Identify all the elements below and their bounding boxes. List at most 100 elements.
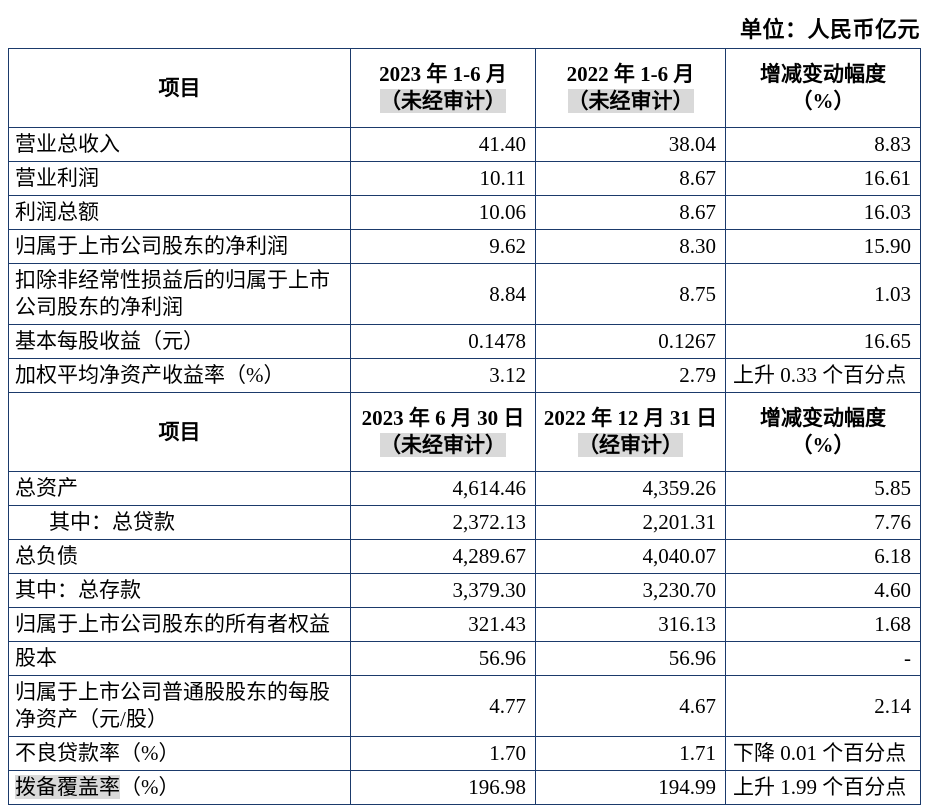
change-unit-label: （%） [791,89,855,113]
audit-status-highlight: （未经审计） [380,89,506,113]
column-header-prior-period: 2022 年 1-6 月 （未经审计） [535,48,726,128]
table-row: 营业总收入 41.40 38.04 8.83 [8,127,921,162]
change-value: 5.85 [725,471,921,506]
column-header-item: 项目 [8,48,351,128]
current-value: 41.40 [350,127,536,162]
column-header-prior-date: 2022 年 12 月 31 日 （经审计） [535,392,726,472]
row-label-rest: （%） [120,775,180,799]
period-label: 2023 年 1-6 月 [379,62,507,86]
current-value: 9.62 [350,229,536,264]
prior-value: 8.75 [535,263,726,325]
prior-value: 56.96 [535,641,726,676]
current-value: 2,372.13 [350,505,536,540]
row-label: 不良贷款率（%） [8,736,351,771]
current-value: 1.70 [350,736,536,771]
change-value: 7.76 [725,505,921,540]
table-row: 加权平均净资产收益率（%） 3.12 2.79 上升 0.33 个百分点 [8,358,921,393]
audit-status-highlight: （未经审计） [380,433,506,457]
change-value: 16.03 [725,195,921,230]
prior-value: 38.04 [535,127,726,162]
table-row: 基本每股收益（元） 0.1478 0.1267 16.65 [8,324,921,359]
change-value: 上升 1.99 个百分点 [725,770,921,805]
column-header-current-date: 2023 年 6 月 30 日 （未经审计） [350,392,536,472]
change-value: 15.90 [725,229,921,264]
current-value: 10.06 [350,195,536,230]
current-value: 3.12 [350,358,536,393]
current-value: 321.43 [350,607,536,642]
prior-value: 4,359.26 [535,471,726,506]
current-value: 196.98 [350,770,536,805]
row-label: 加权平均净资产收益率（%） [8,358,351,393]
current-value: 8.84 [350,263,536,325]
row-label: 扣除非经常性损益后的归属于上市公司股东的净利润 [8,263,351,325]
change-value: 2.14 [725,675,921,737]
current-value: 56.96 [350,641,536,676]
row-label: 总负债 [8,539,351,574]
column-header-current-period: 2023 年 1-6 月 （未经审计） [350,48,536,128]
change-value: - [725,641,921,676]
row-label: 归属于上市公司股东的所有者权益 [8,607,351,642]
financial-summary-table: 项目 2023 年 1-6 月 （未经审计） 2022 年 1-6 月 （未经审… [8,48,921,805]
period-label: 2022 年 1-6 月 [566,62,695,86]
row-label-highlight: 拨备覆盖率 [15,775,120,799]
section2-header-row: 项目 2023 年 6 月 30 日 （未经审计） 2022 年 12 月 31… [8,392,921,472]
table-row: 营业利润 10.11 8.67 16.61 [8,161,921,196]
change-value: 1.68 [725,607,921,642]
row-label: 其中：总贷款 [8,505,351,540]
prior-value: 194.99 [535,770,726,805]
prior-value: 2,201.31 [535,505,726,540]
change-value: 1.03 [725,263,921,325]
audit-status-highlight: （经审计） [578,433,683,457]
change-label: 增减变动幅度 [760,62,886,86]
change-value: 上升 0.33 个百分点 [725,358,921,393]
change-value: 4.60 [725,573,921,608]
row-label: 利润总额 [8,195,351,230]
column-header-item: 项目 [8,392,351,472]
table-row: 利润总额 10.06 8.67 16.03 [8,195,921,230]
table-row: 总负债 4,289.67 4,040.07 6.18 [8,539,921,574]
unit-label: 单位：人民币亿元 [739,17,920,42]
change-unit-label: （%） [791,433,855,457]
row-label: 归属于上市公司普通股股东的每股净资产（元/股） [8,675,351,737]
period-label: 2022 年 12 月 31 日 [543,406,718,430]
current-value: 4.77 [350,675,536,737]
prior-value: 3,230.70 [535,573,726,608]
column-header-change: 增减变动幅度 （%） [725,392,921,472]
current-value: 10.11 [350,161,536,196]
change-value: 16.61 [725,161,921,196]
current-value: 3,379.30 [350,573,536,608]
prior-value: 316.13 [535,607,726,642]
prior-value: 8.67 [535,195,726,230]
change-value: 6.18 [725,539,921,574]
table-row: 不良贷款率（%） 1.70 1.71 下降 0.01 个百分点 [8,736,921,771]
change-value: 下降 0.01 个百分点 [725,736,921,771]
row-label: 营业总收入 [8,127,351,162]
table-row: 归属于上市公司普通股股东的每股净资产（元/股） 4.77 4.67 2.14 [8,675,921,737]
table-row: 其中：总贷款 2,372.13 2,201.31 7.76 [8,505,921,540]
table-row: 总资产 4,614.46 4,359.26 5.85 [8,471,921,506]
section1-header-row: 项目 2023 年 1-6 月 （未经审计） 2022 年 1-6 月 （未经审… [8,48,921,128]
table-row: 归属于上市公司股东的所有者权益 321.43 316.13 1.68 [8,607,921,642]
column-header-change: 增减变动幅度 （%） [725,48,921,128]
row-label: 总资产 [8,471,351,506]
row-label: 股本 [8,641,351,676]
prior-value: 8.67 [535,161,726,196]
row-label: 归属于上市公司股东的净利润 [8,229,351,264]
table-row: 股本 56.96 56.96 - [8,641,921,676]
row-label: 基本每股收益（元） [8,324,351,359]
current-value: 4,614.46 [350,471,536,506]
prior-value: 1.71 [535,736,726,771]
prior-value: 0.1267 [535,324,726,359]
audit-status-highlight: （未经审计） [567,89,694,113]
row-label: 营业利润 [8,161,351,196]
row-label: 其中：总存款 [8,573,351,608]
period-label: 2023 年 6 月 30 日 [361,406,525,430]
change-label: 增减变动幅度 [760,406,886,430]
change-value: 8.83 [725,127,921,162]
prior-value: 4,040.07 [535,539,726,574]
table-row: 拨备覆盖率（%） 196.98 194.99 上升 1.99 个百分点 [8,770,921,805]
prior-value: 2.79 [535,358,726,393]
current-value: 4,289.67 [350,539,536,574]
change-value: 16.65 [725,324,921,359]
prior-value: 8.30 [535,229,726,264]
